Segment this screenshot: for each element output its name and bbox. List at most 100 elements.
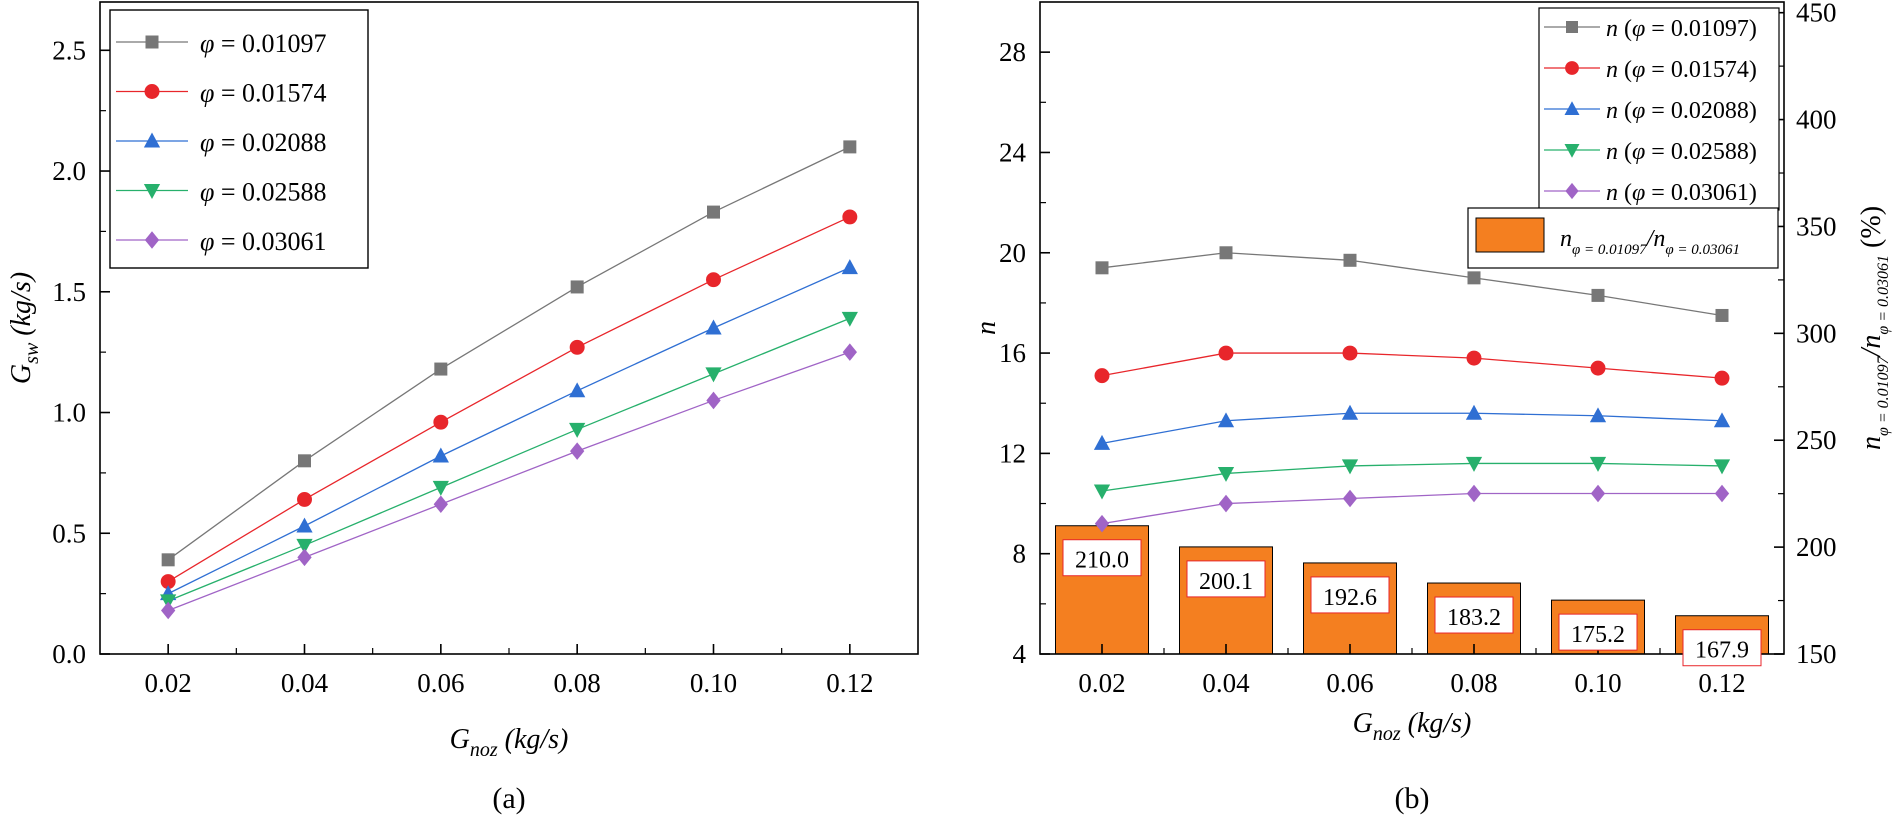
chart-b-series-line: [1101, 462, 1723, 492]
chart-a-legend-marker: [143, 184, 161, 199]
chart-b-series-line: [1101, 352, 1723, 379]
chart-a-point-diamond: [433, 495, 448, 514]
chart-a-point-triangle-down: [432, 480, 449, 496]
chart-a-point-square: [298, 454, 311, 468]
chart-b-bar-value-labels: 210.0 200.1 192.6 183.2 175.2 167.9: [1062, 539, 1762, 667]
chart-b-bar-label: 175.2: [1571, 622, 1625, 648]
chart-b-point-diamond: [1342, 489, 1358, 508]
chart-b-point-square: [1095, 261, 1109, 275]
chart-a-point-square: [161, 553, 175, 567]
chart-a-ylabel: Gsw (kg/s): [6, 272, 43, 384]
chart-a-series-line: [167, 216, 851, 583]
chart-b-bar-label-box: [1062, 539, 1142, 577]
chart-b-xlabel: Gnoz (kg/s): [1353, 708, 1472, 745]
chart-a-point-triangle-up: [296, 517, 313, 533]
chart-b: 4 8 12 16 20 24 28 150 200 250 300 350 400 450 0.02 0.0…: [971, 0, 1892, 815]
chart-a-axes: 0.0 0.5 1.0 1.5 2.0 2.5 0.02 0.04 0.06 0.08 0.10 0.…: [52, 35, 873, 698]
chart-b-y2tick-label: 250: [1796, 425, 1837, 455]
chart-a-point-square: [843, 140, 857, 154]
chart-b-legend-label: n (φ = 0.02088): [1606, 98, 1757, 124]
chart-a-point-triangle-down: [841, 311, 858, 327]
chart-b-y2tick-label: 200: [1796, 532, 1837, 562]
chart-a-point-triangle-down: [705, 367, 722, 383]
chart-b-bar-label: 183.2: [1447, 605, 1501, 631]
chart-b-point-diamond: [1218, 494, 1234, 513]
chart-a-series-markers: [160, 140, 858, 620]
chart-a-legend: φ = 0.01097 φ = 0.01574 φ = 0.02088 φ = 0.0…: [109, 9, 369, 269]
chart-b-ytick-label: 24: [999, 137, 1027, 167]
chart-b-ytick-label: 8: [1013, 539, 1027, 569]
chart-b-point-triangle-up: [1465, 404, 1483, 420]
chart-b-point-diamond: [1590, 484, 1606, 503]
chart-b-bar-label-box: [1186, 560, 1266, 598]
chart-b-bar-label: 167.9: [1695, 638, 1749, 664]
chart-b-point-circle: [1342, 345, 1358, 361]
chart-a-ytick-label: 0.5: [52, 518, 86, 548]
chart-a-ytick-label: 1.5: [52, 277, 86, 307]
chart-b-point-square: [1219, 246, 1233, 260]
chart-b-point-triangle-up: [1093, 434, 1111, 450]
chart-b-point-circle: [1094, 368, 1110, 384]
chart-b-y2tick-label: 400: [1796, 105, 1837, 135]
chart-b-point-diamond: [1466, 484, 1482, 503]
chart-b-ytick-label: 4: [1013, 639, 1027, 669]
chart-a-point-circle: [433, 414, 449, 430]
chart-a-point-diamond: [706, 391, 721, 410]
chart-a-series-lines: [167, 146, 851, 612]
chart-a-legend-marker: [145, 35, 159, 49]
chart-b-y2tick-label: 350: [1796, 211, 1837, 241]
chart-a-point-diamond: [570, 442, 585, 460]
chart-a-legend-marker: [144, 84, 160, 99]
chart-a-xtick-label: 0.10: [690, 668, 737, 698]
chart-a-xtick-label: 0.06: [417, 668, 464, 698]
chart-b-point-circle: [1590, 360, 1606, 376]
chart-b-series-line: [1101, 252, 1723, 317]
chart-b-xtick-label: 0.12: [1698, 668, 1745, 698]
chart-a-point-triangle-up: [841, 259, 858, 275]
chart-b-bar-legend: nφ = 0.01097/nφ = 0.03061: [1467, 207, 1779, 269]
chart-b-point-square: [1715, 308, 1729, 322]
chart-a-legend-label: φ = 0.01097: [200, 29, 327, 58]
chart-b-legend-marker: [1564, 144, 1580, 158]
chart-a-ytick-label: 0.0: [52, 639, 86, 669]
chart-b-legend: n (φ = 0.01097) n (φ = 0.01574) n (φ = 0.0…: [1538, 7, 1780, 211]
chart-b-y2tick-label: 300: [1796, 318, 1837, 348]
chart-a-legend-marker: [143, 132, 161, 148]
chart-a-series-line: [167, 351, 851, 612]
chart-b-point-triangle-down: [1217, 466, 1235, 482]
chart-a-point-square: [570, 280, 584, 294]
chart-b-y2tick-label: 450: [1796, 0, 1837, 28]
chart-a-point-triangle-down: [296, 538, 313, 554]
chart-b-axes: 4 8 12 16 20 24 28 150 200 250 300 350 400 450 0.02 0.0…: [999, 0, 1837, 698]
chart-a-point-circle: [160, 574, 176, 590]
figure-label-a: (a): [492, 782, 525, 815]
chart-b-point-diamond: [1714, 484, 1730, 503]
chart-b-point-triangle-up: [1217, 412, 1235, 428]
chart-b-ytick-label: 28: [999, 37, 1026, 67]
chart-b-point-triangle-down: [1341, 459, 1359, 475]
chart-b-point-circle: [1714, 370, 1730, 386]
chart-b-bar-legend-swatch: [1475, 217, 1545, 253]
chart-b-bar-label-box: [1682, 629, 1762, 667]
chart-b-point-triangle-down: [1589, 456, 1607, 472]
chart-a-point-square: [707, 205, 720, 219]
chart-b-legend-label: n (φ = 0.01097): [1606, 16, 1757, 42]
chart-b-bar-label-box: [1558, 613, 1638, 651]
chart-b-y2label: nφ = 0.01097/nφ = 0.03061 (%): [1856, 206, 1892, 450]
chart-b-point-circle: [1466, 350, 1482, 366]
chart-a-xtick-label: 0.04: [281, 668, 329, 698]
chart-b-bar-label: 210.0: [1075, 548, 1129, 574]
chart-b-point-triangle-down: [1713, 459, 1731, 475]
chart-b-ylabel: n: [971, 321, 1002, 335]
chart-b-legend-marker: [1565, 61, 1579, 75]
chart-a-point-triangle-up: [432, 447, 449, 463]
chart-b-xtick-label: 0.04: [1202, 668, 1250, 698]
chart-a-legend-label: φ = 0.03061: [200, 227, 327, 256]
chart-b-legend-label: n (φ = 0.01574): [1606, 57, 1757, 83]
chart-b-series-line: [1101, 492, 1722, 525]
chart-b-series-lines: [1101, 252, 1723, 525]
chart-a-ytick-label: 2.5: [52, 35, 86, 65]
chart-b-ytick-label: 12: [999, 438, 1026, 468]
